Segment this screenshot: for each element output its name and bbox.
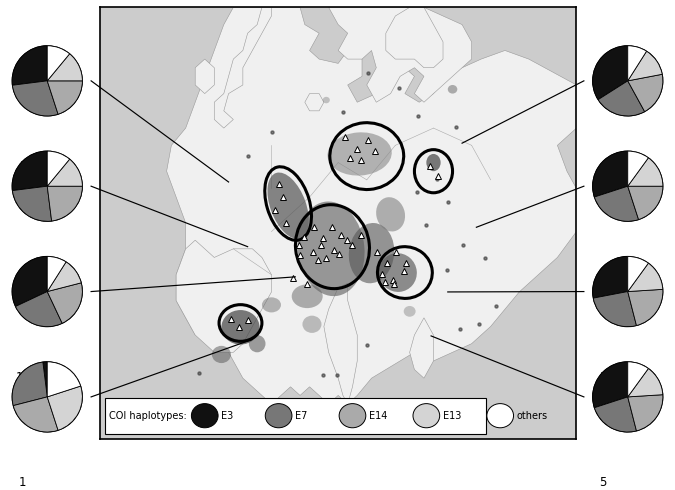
Ellipse shape [323,97,330,103]
Wedge shape [598,81,645,116]
Ellipse shape [376,197,405,231]
Wedge shape [47,256,66,292]
Ellipse shape [249,335,265,352]
Circle shape [593,46,663,116]
Wedge shape [47,81,82,114]
Text: E7: E7 [295,411,308,421]
Polygon shape [167,7,576,404]
Circle shape [265,404,292,428]
Wedge shape [628,263,663,292]
Wedge shape [595,397,637,432]
Text: 4: 4 [19,266,26,279]
Wedge shape [593,46,628,99]
Circle shape [192,404,218,428]
Wedge shape [593,362,628,408]
Ellipse shape [292,284,323,308]
Text: 5: 5 [599,476,607,490]
Wedge shape [47,262,81,292]
Ellipse shape [302,316,321,333]
Polygon shape [386,7,443,68]
Wedge shape [47,362,80,397]
Wedge shape [12,362,47,406]
Wedge shape [47,54,82,81]
Circle shape [413,404,439,428]
Circle shape [593,151,663,221]
Ellipse shape [349,223,394,283]
Wedge shape [47,386,82,430]
Circle shape [593,256,663,327]
Wedge shape [47,46,70,81]
Wedge shape [12,46,47,85]
Text: 2: 2 [19,160,26,173]
Wedge shape [47,159,82,186]
Text: E3: E3 [221,411,234,421]
Wedge shape [47,151,70,186]
Text: 3: 3 [599,371,607,384]
Ellipse shape [448,85,457,94]
Polygon shape [305,94,324,111]
Polygon shape [176,240,271,352]
Wedge shape [43,362,47,397]
Circle shape [593,362,663,432]
Circle shape [12,256,82,327]
Circle shape [12,46,82,116]
Wedge shape [12,81,58,116]
Wedge shape [628,395,663,431]
Wedge shape [595,186,639,221]
Text: COI haplotypes:: COI haplotypes: [109,411,187,421]
Wedge shape [628,151,649,186]
Wedge shape [628,158,663,186]
Text: 1: 1 [19,476,26,490]
Wedge shape [12,151,47,191]
Ellipse shape [262,297,281,313]
Wedge shape [628,51,662,81]
Text: E13: E13 [443,411,462,421]
Wedge shape [628,256,649,292]
Text: E14: E14 [369,411,387,421]
Circle shape [487,404,514,428]
Wedge shape [593,151,628,197]
Ellipse shape [404,306,416,317]
FancyBboxPatch shape [105,397,486,434]
Text: others: others [517,411,548,421]
Wedge shape [628,290,663,325]
Ellipse shape [221,310,260,344]
Ellipse shape [379,253,417,292]
Polygon shape [410,318,433,378]
Wedge shape [47,283,82,323]
Ellipse shape [212,346,231,363]
Text: 18: 18 [16,371,30,384]
Wedge shape [628,368,663,397]
Ellipse shape [267,172,309,239]
Wedge shape [14,397,58,432]
Circle shape [12,151,82,221]
Wedge shape [47,186,82,221]
Polygon shape [195,59,214,94]
Circle shape [12,362,82,432]
Wedge shape [12,256,47,306]
Wedge shape [628,362,649,397]
Polygon shape [329,7,472,102]
Text: 8: 8 [599,266,607,279]
Ellipse shape [427,154,441,171]
Ellipse shape [327,132,392,175]
Polygon shape [214,7,271,128]
Ellipse shape [298,201,364,296]
Polygon shape [324,283,357,404]
Wedge shape [12,186,52,221]
Wedge shape [593,292,637,327]
Circle shape [339,404,366,428]
Wedge shape [628,46,647,81]
Wedge shape [16,292,62,327]
Wedge shape [628,74,663,112]
Wedge shape [628,186,663,220]
Wedge shape [593,256,628,298]
